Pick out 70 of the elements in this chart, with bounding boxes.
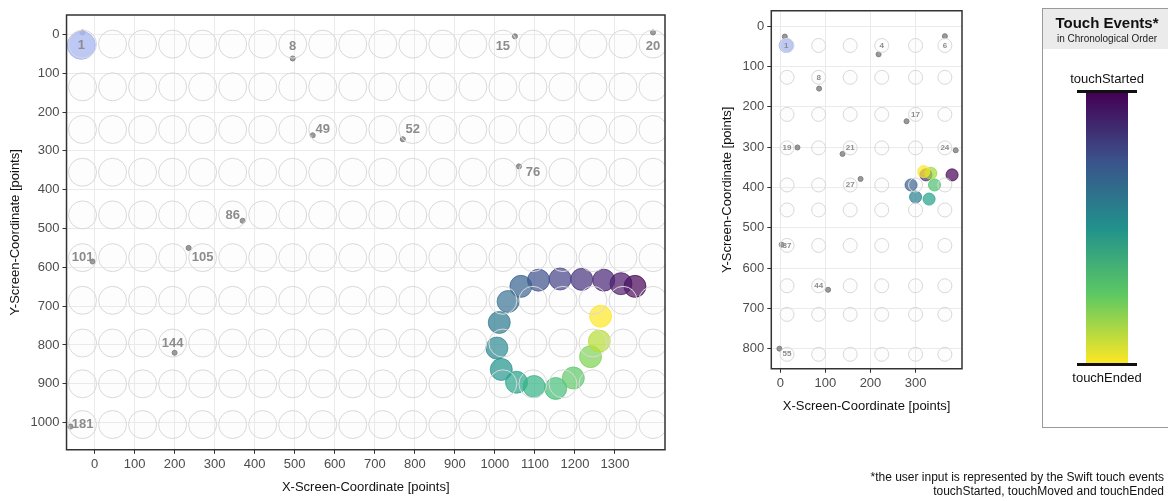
annotation: 76 — [525, 163, 541, 179]
y-tick-label: 1000 — [30, 414, 60, 430]
y-tick-label: 500 — [742, 219, 765, 235]
y-tick-label: 500 — [37, 220, 60, 236]
annotation: 55 — [782, 349, 793, 359]
x-tick-label: 1300 — [600, 456, 630, 472]
x-tick-label: 800 — [403, 456, 426, 472]
x-axis-title: X-Screen-Coordinate [points] — [782, 397, 951, 413]
x-tick-label: 0 — [776, 375, 784, 391]
x-tick-label: 0 — [90, 456, 99, 472]
y-tick-label: 400 — [37, 181, 60, 197]
annotation: 27 — [845, 180, 856, 190]
y-tick-label: 700 — [742, 299, 765, 315]
annotation: 8 — [289, 37, 297, 53]
annotation: 19 — [782, 143, 793, 153]
text: *the user input is represented by the Swift touch events touchStarted, touchMoved and touchEnded — [870, 470, 1164, 498]
annotation: 4 — [879, 40, 885, 50]
x-tick-label: 200 — [859, 375, 882, 391]
annotation: 1 — [77, 36, 85, 52]
annotation: 21 — [845, 143, 856, 153]
x-tick-label: 300 — [904, 375, 927, 391]
y-tick-label: 100 — [742, 58, 765, 74]
y-tick-label: 800 — [37, 336, 60, 352]
annotation: 181 — [71, 416, 94, 432]
x-tick-label: 1100 — [520, 456, 549, 472]
y-tick-label: 0 — [52, 25, 60, 41]
annotation: 44 — [814, 280, 824, 290]
annotation: 101 — [71, 249, 94, 265]
annotation: 105 — [191, 249, 214, 265]
x-tick-label: 1000 — [480, 456, 510, 472]
y-tick-label: 0 — [757, 17, 765, 33]
text: touchStarted — [1069, 71, 1145, 86]
x-tick-label: 500 — [283, 456, 306, 472]
annotation: 86 — [225, 206, 240, 222]
annotation: 52 — [405, 121, 421, 137]
text: Touch Events* — [1054, 14, 1160, 31]
y-tick-label: 600 — [742, 259, 765, 275]
y-tick-label: 300 — [742, 138, 765, 154]
text: touchEnded — [1071, 370, 1143, 385]
y-tick-label: 200 — [742, 98, 765, 114]
y-tick-label: 800 — [742, 340, 765, 356]
x-tick-label: 700 — [363, 456, 386, 472]
y-tick-label: 400 — [742, 178, 765, 194]
annotation: 8 — [816, 72, 822, 82]
annotation: 144 — [161, 334, 185, 350]
annotation: 17 — [911, 109, 921, 119]
y-axis-title: Y-Screen-Coordinate [points] — [719, 106, 735, 274]
x-tick-label: 900 — [443, 456, 466, 472]
annotation: 1 — [783, 40, 789, 50]
x-tick-label: 200 — [163, 456, 186, 472]
annotation: 20 — [645, 37, 661, 53]
y-tick-label: 600 — [37, 258, 60, 274]
annotation: 37 — [782, 240, 793, 250]
y-tick-label: 300 — [37, 142, 60, 158]
x-tick-label: 300 — [203, 456, 226, 472]
y-axis-title: Y-Screen-Coordinate [points] — [7, 149, 23, 316]
y-tick-label: 200 — [37, 103, 60, 119]
x-tick-label: 1200 — [560, 456, 590, 472]
annotation: 24 — [940, 143, 950, 153]
x-axis-title: X-Screen-Coordinate [points] — [281, 478, 450, 494]
x-tick-label: 100 — [123, 456, 146, 472]
x-tick-label: 100 — [814, 375, 837, 391]
annotation: 15 — [495, 37, 511, 53]
y-tick-label: 100 — [37, 64, 60, 80]
x-tick-label: 600 — [323, 456, 346, 472]
x-tick-label: 400 — [243, 456, 266, 472]
annotation: 49 — [315, 121, 330, 137]
text: in Chronological Order — [1055, 33, 1159, 44]
annotation: 6 — [942, 40, 948, 50]
y-tick-label: 700 — [37, 297, 60, 313]
